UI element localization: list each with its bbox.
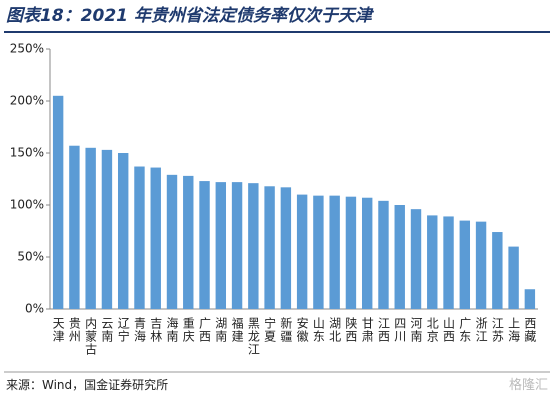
x-tick-label: 江苏 [490, 317, 504, 343]
bar [394, 205, 405, 309]
bar [443, 216, 454, 309]
bar [85, 147, 96, 309]
x-tick-label: 新疆 [279, 316, 293, 343]
x-tick-label: 宁夏 [263, 316, 277, 343]
bar [215, 182, 227, 309]
watermark: 格隆汇 [509, 377, 548, 393]
bar [166, 174, 178, 309]
x-tick-label: 湖北 [328, 316, 342, 343]
x-tick-label: 上海 [507, 317, 521, 343]
x-tick-label: 四川 [393, 317, 407, 343]
x-tick-label: 广东 [458, 317, 472, 343]
x-tick-label: 湖南 [214, 316, 228, 343]
bar [183, 175, 194, 309]
bar [361, 197, 373, 309]
bar [134, 166, 145, 309]
y-tick-label: 0% [25, 302, 44, 316]
x-tick-label: 云南 [100, 317, 114, 343]
bar [69, 145, 80, 309]
x-tick-label: 河南 [409, 317, 423, 343]
x-tick-label: 青海 [132, 317, 146, 343]
x-tick-label: 天津 [51, 317, 65, 343]
x-tick-label: 安徽 [295, 316, 309, 343]
bar [117, 153, 129, 309]
x-tick-label: 黑龙江 [246, 317, 260, 356]
x-tick-label: 内蒙古 [84, 317, 98, 356]
bar [410, 209, 422, 309]
bar [508, 246, 519, 309]
bar [524, 289, 536, 309]
y-tick-label: 150% [10, 146, 44, 160]
bar [248, 183, 259, 309]
x-tick-label: 山东 [311, 317, 325, 343]
bar [378, 200, 389, 309]
y-tick-label: 200% [10, 94, 44, 108]
bar [329, 195, 340, 309]
x-tick-label: 江西 [376, 317, 390, 343]
bar [475, 221, 487, 309]
x-tick-label: 海南 [165, 316, 179, 343]
x-tick-label: 吉林 [149, 317, 163, 343]
x-tick-label: 浙江 [474, 317, 488, 343]
source: 来源：Wind，国金证券研究所 [6, 377, 168, 392]
x-tick-label: 贵州 [67, 317, 81, 343]
x-tick-label: 西藏 [523, 317, 537, 343]
bar [296, 194, 308, 309]
bar [459, 220, 471, 309]
bar [199, 181, 210, 309]
x-tick-label: 北京 [425, 317, 439, 343]
x-tick-label: 福建 [230, 316, 244, 343]
bar [280, 187, 292, 309]
x-tick-label: 甘肃 [360, 317, 374, 343]
bar [52, 95, 64, 309]
bar [101, 149, 113, 309]
bar [345, 196, 357, 309]
y-tick-label: 100% [10, 198, 44, 212]
x-tick-label: 山西 [442, 317, 456, 343]
x-tick-label: 广西 [198, 317, 212, 343]
x-tick-label: 辽宁 [116, 317, 130, 343]
bar [150, 167, 161, 309]
x-tick-label: 陕西 [344, 316, 358, 343]
bar [231, 182, 243, 309]
y-tick-label: 50% [17, 250, 44, 264]
bar [492, 232, 503, 309]
y-tick-label: 250% [10, 42, 44, 56]
x-tick-label: 重庆 [181, 317, 195, 343]
bar [427, 215, 438, 309]
bar [264, 186, 275, 309]
chart-title: 图表18：2021 年贵州省法定债务率仅次于天津 [6, 6, 375, 26]
bar [313, 195, 324, 309]
